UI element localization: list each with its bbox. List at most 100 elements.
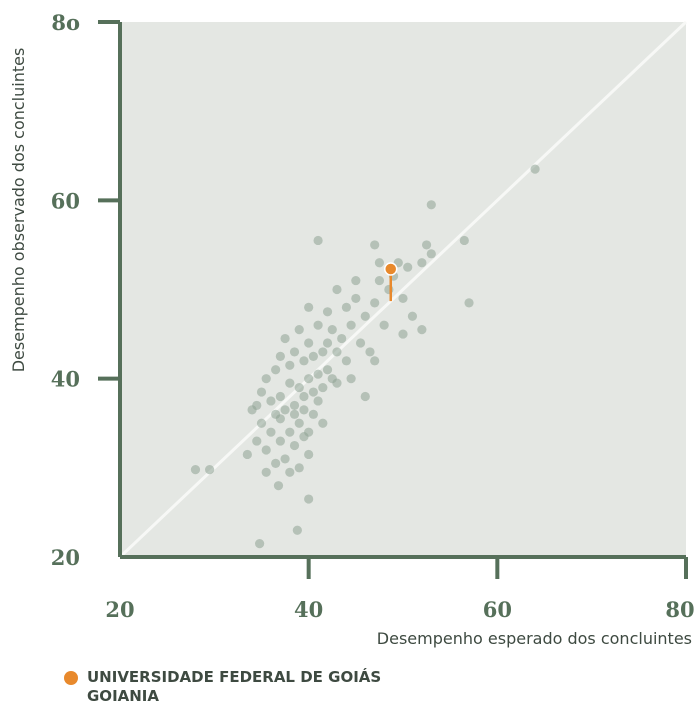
data-point <box>403 262 413 272</box>
data-point <box>313 235 323 246</box>
data-point <box>313 369 323 379</box>
x-tick-label: 80 <box>665 597 694 622</box>
data-point <box>285 427 295 437</box>
data-point <box>370 356 380 366</box>
data-point <box>280 333 290 344</box>
y-tick-label: 40 <box>51 367 80 392</box>
data-point <box>322 307 333 317</box>
data-point <box>318 347 328 357</box>
data-point <box>398 329 408 339</box>
data-point <box>285 360 295 370</box>
reference-line <box>118 20 688 559</box>
data-point <box>304 449 314 460</box>
ticks: 20 20 40 40 60 60 80 8o <box>51 10 695 622</box>
data-point <box>351 293 361 304</box>
data-point <box>190 465 201 475</box>
y-tick-label: 8o <box>51 10 80 35</box>
data-point <box>313 396 323 406</box>
data-point <box>417 325 427 335</box>
data-point <box>261 467 271 477</box>
data-point <box>332 284 342 295</box>
data-point <box>304 338 314 348</box>
data-point <box>459 235 469 246</box>
data-point <box>299 356 309 366</box>
data-point <box>370 240 380 250</box>
data-point <box>242 449 252 460</box>
data-point <box>256 387 267 397</box>
data-point <box>341 302 351 312</box>
data-point <box>252 436 262 446</box>
data-point <box>308 387 318 397</box>
legend-label-line2: GOIANIA <box>87 687 159 705</box>
legend-marker <box>64 671 78 685</box>
data-point <box>271 365 281 375</box>
data-point <box>275 391 285 402</box>
data-point <box>292 525 302 535</box>
data-point <box>273 481 284 491</box>
legend-text: UNIVERSIDADE FEDERAL DE GOIÁS GOIANIA <box>87 668 381 706</box>
data-point <box>289 400 300 411</box>
data-point <box>271 458 281 468</box>
data-point <box>304 302 314 312</box>
data-point <box>275 414 285 424</box>
data-point <box>374 258 385 268</box>
data-point <box>285 378 295 388</box>
data-point <box>351 275 361 286</box>
data-point <box>346 320 356 330</box>
data-point <box>304 427 314 437</box>
data-point <box>255 539 265 549</box>
data-point <box>464 298 474 308</box>
x-axis-title: Desempenho esperado dos concluintes <box>377 629 692 648</box>
data-point <box>294 418 304 428</box>
data-point <box>289 347 300 357</box>
data-point <box>280 405 290 415</box>
x-tick-label: 60 <box>483 597 512 622</box>
data-point <box>304 374 314 384</box>
data-point <box>285 467 295 477</box>
data-point <box>289 409 300 419</box>
data-point <box>294 463 304 473</box>
data-point <box>205 465 215 475</box>
data-point <box>365 347 375 357</box>
data-point <box>384 284 394 295</box>
data-point <box>289 440 300 451</box>
y-tick-label: 60 <box>51 188 80 213</box>
x-tick-label: 20 <box>105 597 134 622</box>
data-point <box>337 333 347 344</box>
data-point <box>327 325 337 335</box>
data-point <box>318 418 328 428</box>
data-point <box>355 338 366 348</box>
data-point <box>261 374 271 384</box>
data-point <box>379 320 389 330</box>
data-point <box>370 298 380 308</box>
data-point <box>294 325 304 335</box>
x-tick-label: 40 <box>294 597 323 622</box>
y-axis-title: Desempenho observado dos concluintes <box>9 48 28 373</box>
data-point <box>308 351 318 361</box>
data-point <box>318 382 328 393</box>
data-point <box>398 293 408 304</box>
data-point <box>407 311 418 321</box>
data-point <box>275 436 285 446</box>
highlight-point <box>383 262 398 276</box>
data-point <box>256 418 267 428</box>
data-points <box>190 164 540 549</box>
data-point <box>266 396 276 406</box>
legend: UNIVERSIDADE FEDERAL DE GOIÁS GOIANIA <box>64 668 381 706</box>
data-point <box>299 391 309 402</box>
data-point <box>299 405 309 415</box>
data-point <box>322 338 333 348</box>
data-point <box>421 240 432 250</box>
data-point <box>261 445 271 455</box>
data-point <box>280 454 290 464</box>
data-point <box>322 365 333 375</box>
data-point <box>341 356 351 366</box>
scatter-chart: 20 20 40 40 60 60 80 8o Desempenho esperado dos… <box>9 10 695 648</box>
data-point <box>294 382 304 393</box>
data-point <box>530 164 540 174</box>
data-point <box>426 249 436 259</box>
data-point <box>360 311 370 321</box>
data-point <box>313 320 323 330</box>
data-point <box>266 427 276 437</box>
data-point <box>275 351 285 361</box>
